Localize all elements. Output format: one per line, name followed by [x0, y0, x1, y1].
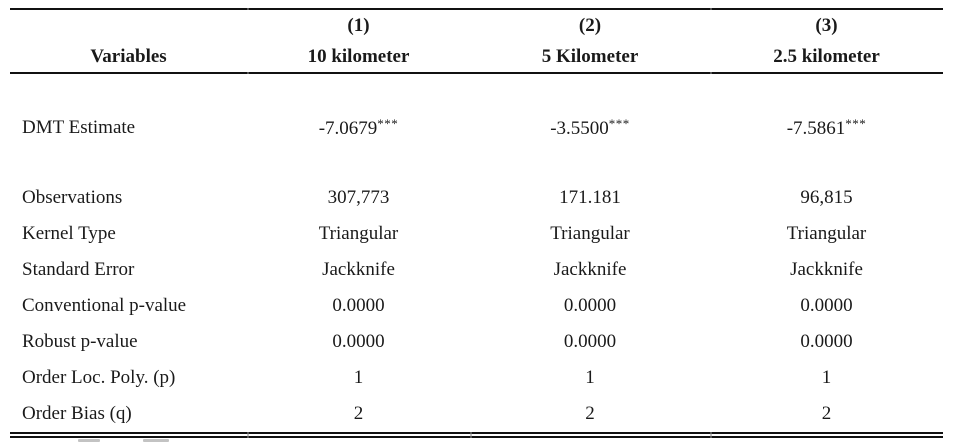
column-label-1: 10 kilometer — [307, 46, 410, 67]
column-seam — [247, 8, 249, 10]
significance-stars: *** — [845, 115, 867, 131]
column-number-2: (2) — [578, 15, 602, 36]
cell-value: 2 — [821, 402, 832, 424]
column-seam — [710, 432, 712, 438]
column-seam — [247, 432, 249, 438]
cell-value: Triangular — [786, 222, 867, 244]
cell-value: Triangular — [550, 222, 630, 244]
cell-value: 2 — [585, 402, 595, 424]
spacer-row — [10, 74, 943, 109]
table-row-standard-error: Standard Error Jackknife Jackknife Jackk… — [10, 251, 943, 287]
table-top-rule — [10, 8, 943, 10]
header-row-numbers: (1) (2) (3) — [10, 10, 943, 41]
cell-value: 0.0000 — [332, 294, 385, 316]
column-label-2: 5 Kilometer — [541, 46, 639, 67]
rule-gap — [10, 434, 943, 436]
row-label: Order Loc. Poly. (p) — [22, 366, 176, 388]
header-bottom-rule — [10, 72, 943, 74]
table-row-observations: Observations 307,773 171.181 96,815 — [10, 179, 943, 215]
row-label: Standard Error — [22, 258, 135, 280]
column-seam — [247, 72, 249, 74]
row-label: Order Bias (q) — [22, 402, 132, 424]
table-row-robust-p-value: Robust p-value 0.0000 0.0000 0.0000 — [10, 323, 943, 359]
table-row-order-bias: Order Bias (q) 2 2 2 — [10, 395, 943, 431]
cell-value: 171.181 — [559, 186, 621, 208]
variables-header: Variables — [90, 46, 167, 67]
rule-line — [10, 436, 943, 438]
cell-value: 1 — [353, 366, 364, 388]
row-label: Conventional p-value — [22, 294, 187, 316]
cell-value: 96,815 — [800, 186, 853, 208]
spacer-row — [10, 145, 943, 179]
cell-value: Jackknife — [322, 258, 395, 280]
header-row-labels: Variables 10 kilometer 5 Kilometer 2.5 k… — [10, 41, 943, 72]
clipped-text-fragment — [143, 439, 169, 442]
column-number-3: (3) — [815, 15, 838, 36]
table-row-kernel-type: Kernel Type Triangular Triangular Triang… — [10, 215, 943, 251]
clipped-text-fragment — [78, 439, 100, 442]
cell-value: 0.0000 — [800, 330, 853, 352]
significance-stars: *** — [377, 115, 399, 131]
table-row-dmt-estimate: DMT Estimate -7.0679*** -3.5500*** -7.58… — [10, 109, 943, 145]
cell-value: 0.0000 — [563, 294, 617, 316]
significance-stars: *** — [608, 115, 630, 131]
cell-value: 1 — [585, 366, 595, 388]
cell-value: 307,773 — [327, 186, 390, 208]
dmt-estimate-value-2: -3.5500*** — [550, 115, 630, 139]
cell-value: 0.0000 — [332, 330, 385, 352]
cell-value: Jackknife — [790, 258, 863, 280]
row-label: Robust p-value — [22, 330, 138, 352]
cell-value: Triangular — [318, 222, 399, 244]
cell-value: 0.0000 — [800, 294, 853, 316]
row-label: DMT Estimate — [22, 116, 136, 138]
row-label: Kernel Type — [22, 222, 116, 244]
column-number-1: (1) — [347, 15, 370, 36]
cell-value: Jackknife — [553, 258, 627, 280]
dmt-estimate-value-1: -7.0679*** — [318, 115, 399, 139]
cell-value: 0.0000 — [563, 330, 617, 352]
table-row-order-loc-poly: Order Loc. Poly. (p) 1 1 1 — [10, 359, 943, 395]
table-row-conventional-p-value: Conventional p-value 0.0000 0.0000 0.000… — [10, 287, 943, 323]
column-seam — [470, 432, 472, 438]
table-bottom-double-rule — [10, 432, 943, 438]
cell-value: 2 — [353, 402, 364, 424]
dmt-estimate-value-3: -7.5861*** — [786, 115, 867, 139]
row-label: Observations — [22, 186, 123, 208]
column-seam — [710, 72, 712, 74]
rule-line — [10, 432, 943, 434]
cell-value: 1 — [821, 366, 832, 388]
regression-results-table: (1) (2) (3) Variables 10 kilometer 5 Kil… — [10, 0, 943, 438]
column-seam — [710, 8, 712, 10]
column-label-3: 2.5 kilometer — [773, 46, 880, 67]
